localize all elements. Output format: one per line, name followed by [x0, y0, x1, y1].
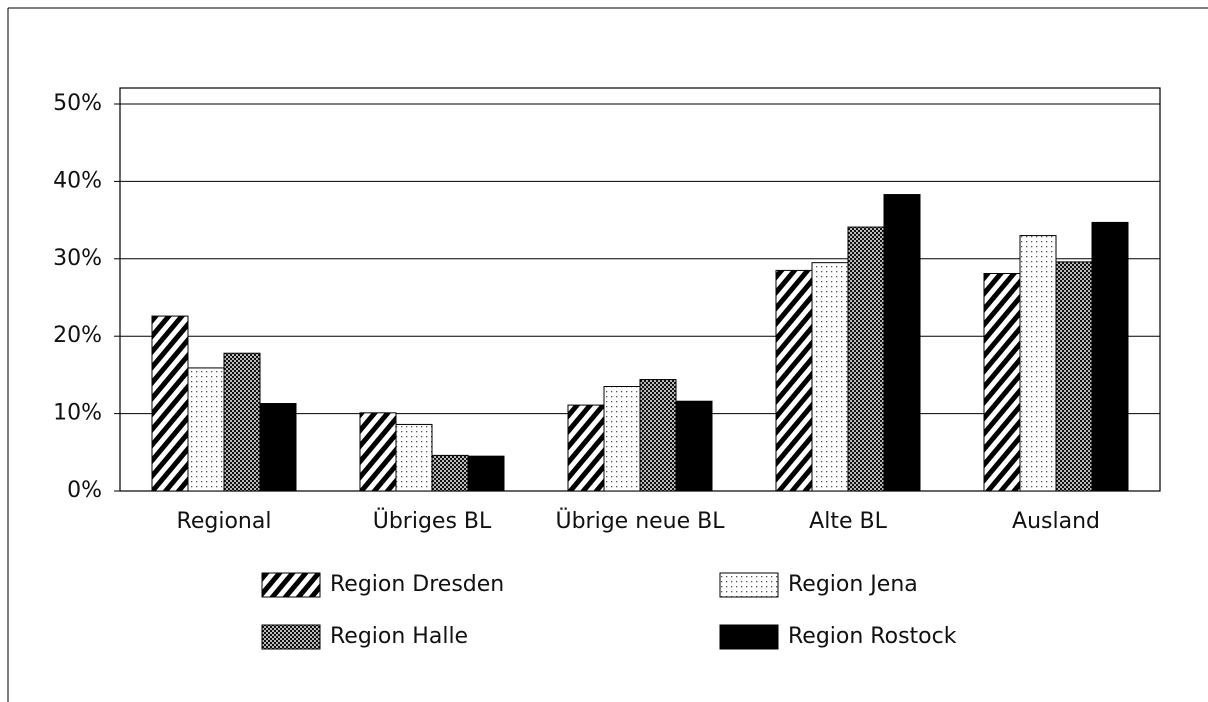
- bar: [603, 386, 641, 492]
- legend-swatch: [719, 572, 779, 598]
- bar: [883, 194, 921, 492]
- bar: [223, 352, 261, 492]
- bar: [259, 403, 297, 492]
- y-tick-label: 0%: [67, 478, 102, 503]
- x-tick-label: Übriges BL: [373, 508, 492, 534]
- legend-label: Region Rostock: [788, 624, 957, 649]
- bar: [775, 269, 813, 492]
- bar: [395, 423, 433, 492]
- y-tick-label: 30%: [53, 246, 102, 271]
- legend-swatch: [261, 572, 321, 598]
- bar: [187, 367, 225, 492]
- legend-label: Region Jena: [788, 572, 918, 597]
- x-tick-label: Übrige neue BL: [555, 508, 725, 534]
- bar: [639, 379, 677, 492]
- legend-label: Region Dresden: [330, 572, 504, 597]
- bar: [1019, 235, 1057, 492]
- y-tick-label: 20%: [53, 323, 102, 348]
- bar: [151, 315, 189, 492]
- bar: [675, 400, 713, 492]
- bar: [431, 454, 469, 492]
- bar: [1091, 221, 1129, 492]
- bar: [983, 273, 1021, 492]
- bar: [567, 404, 605, 492]
- bar: [359, 412, 397, 492]
- bar: [811, 262, 849, 492]
- legend-swatch: [261, 624, 321, 650]
- y-tick-label: 10%: [53, 401, 102, 426]
- y-tick-label: 40%: [53, 168, 102, 193]
- bar: [467, 455, 505, 492]
- bar: [847, 226, 885, 492]
- legend-label: Region Halle: [330, 624, 468, 649]
- y-tick-label: 50%: [53, 91, 102, 116]
- x-tick-label: Regional: [177, 509, 272, 534]
- bar: [1055, 261, 1093, 492]
- x-tick-label: Ausland: [1012, 509, 1100, 534]
- legend-swatch: [719, 624, 779, 650]
- x-tick-label: Alte BL: [809, 509, 887, 534]
